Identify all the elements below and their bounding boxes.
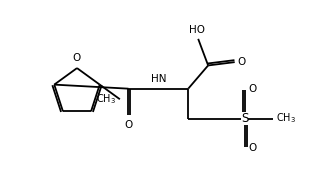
Text: O: O	[249, 144, 257, 153]
Text: S: S	[241, 112, 248, 125]
Text: O: O	[249, 84, 257, 94]
Text: O: O	[73, 53, 81, 63]
Text: O: O	[124, 120, 132, 130]
Text: CH$_3$: CH$_3$	[276, 112, 296, 125]
Text: HO: HO	[188, 25, 204, 35]
Text: CH$_3$: CH$_3$	[96, 92, 116, 106]
Text: HN: HN	[151, 74, 166, 84]
Text: O: O	[237, 57, 246, 67]
